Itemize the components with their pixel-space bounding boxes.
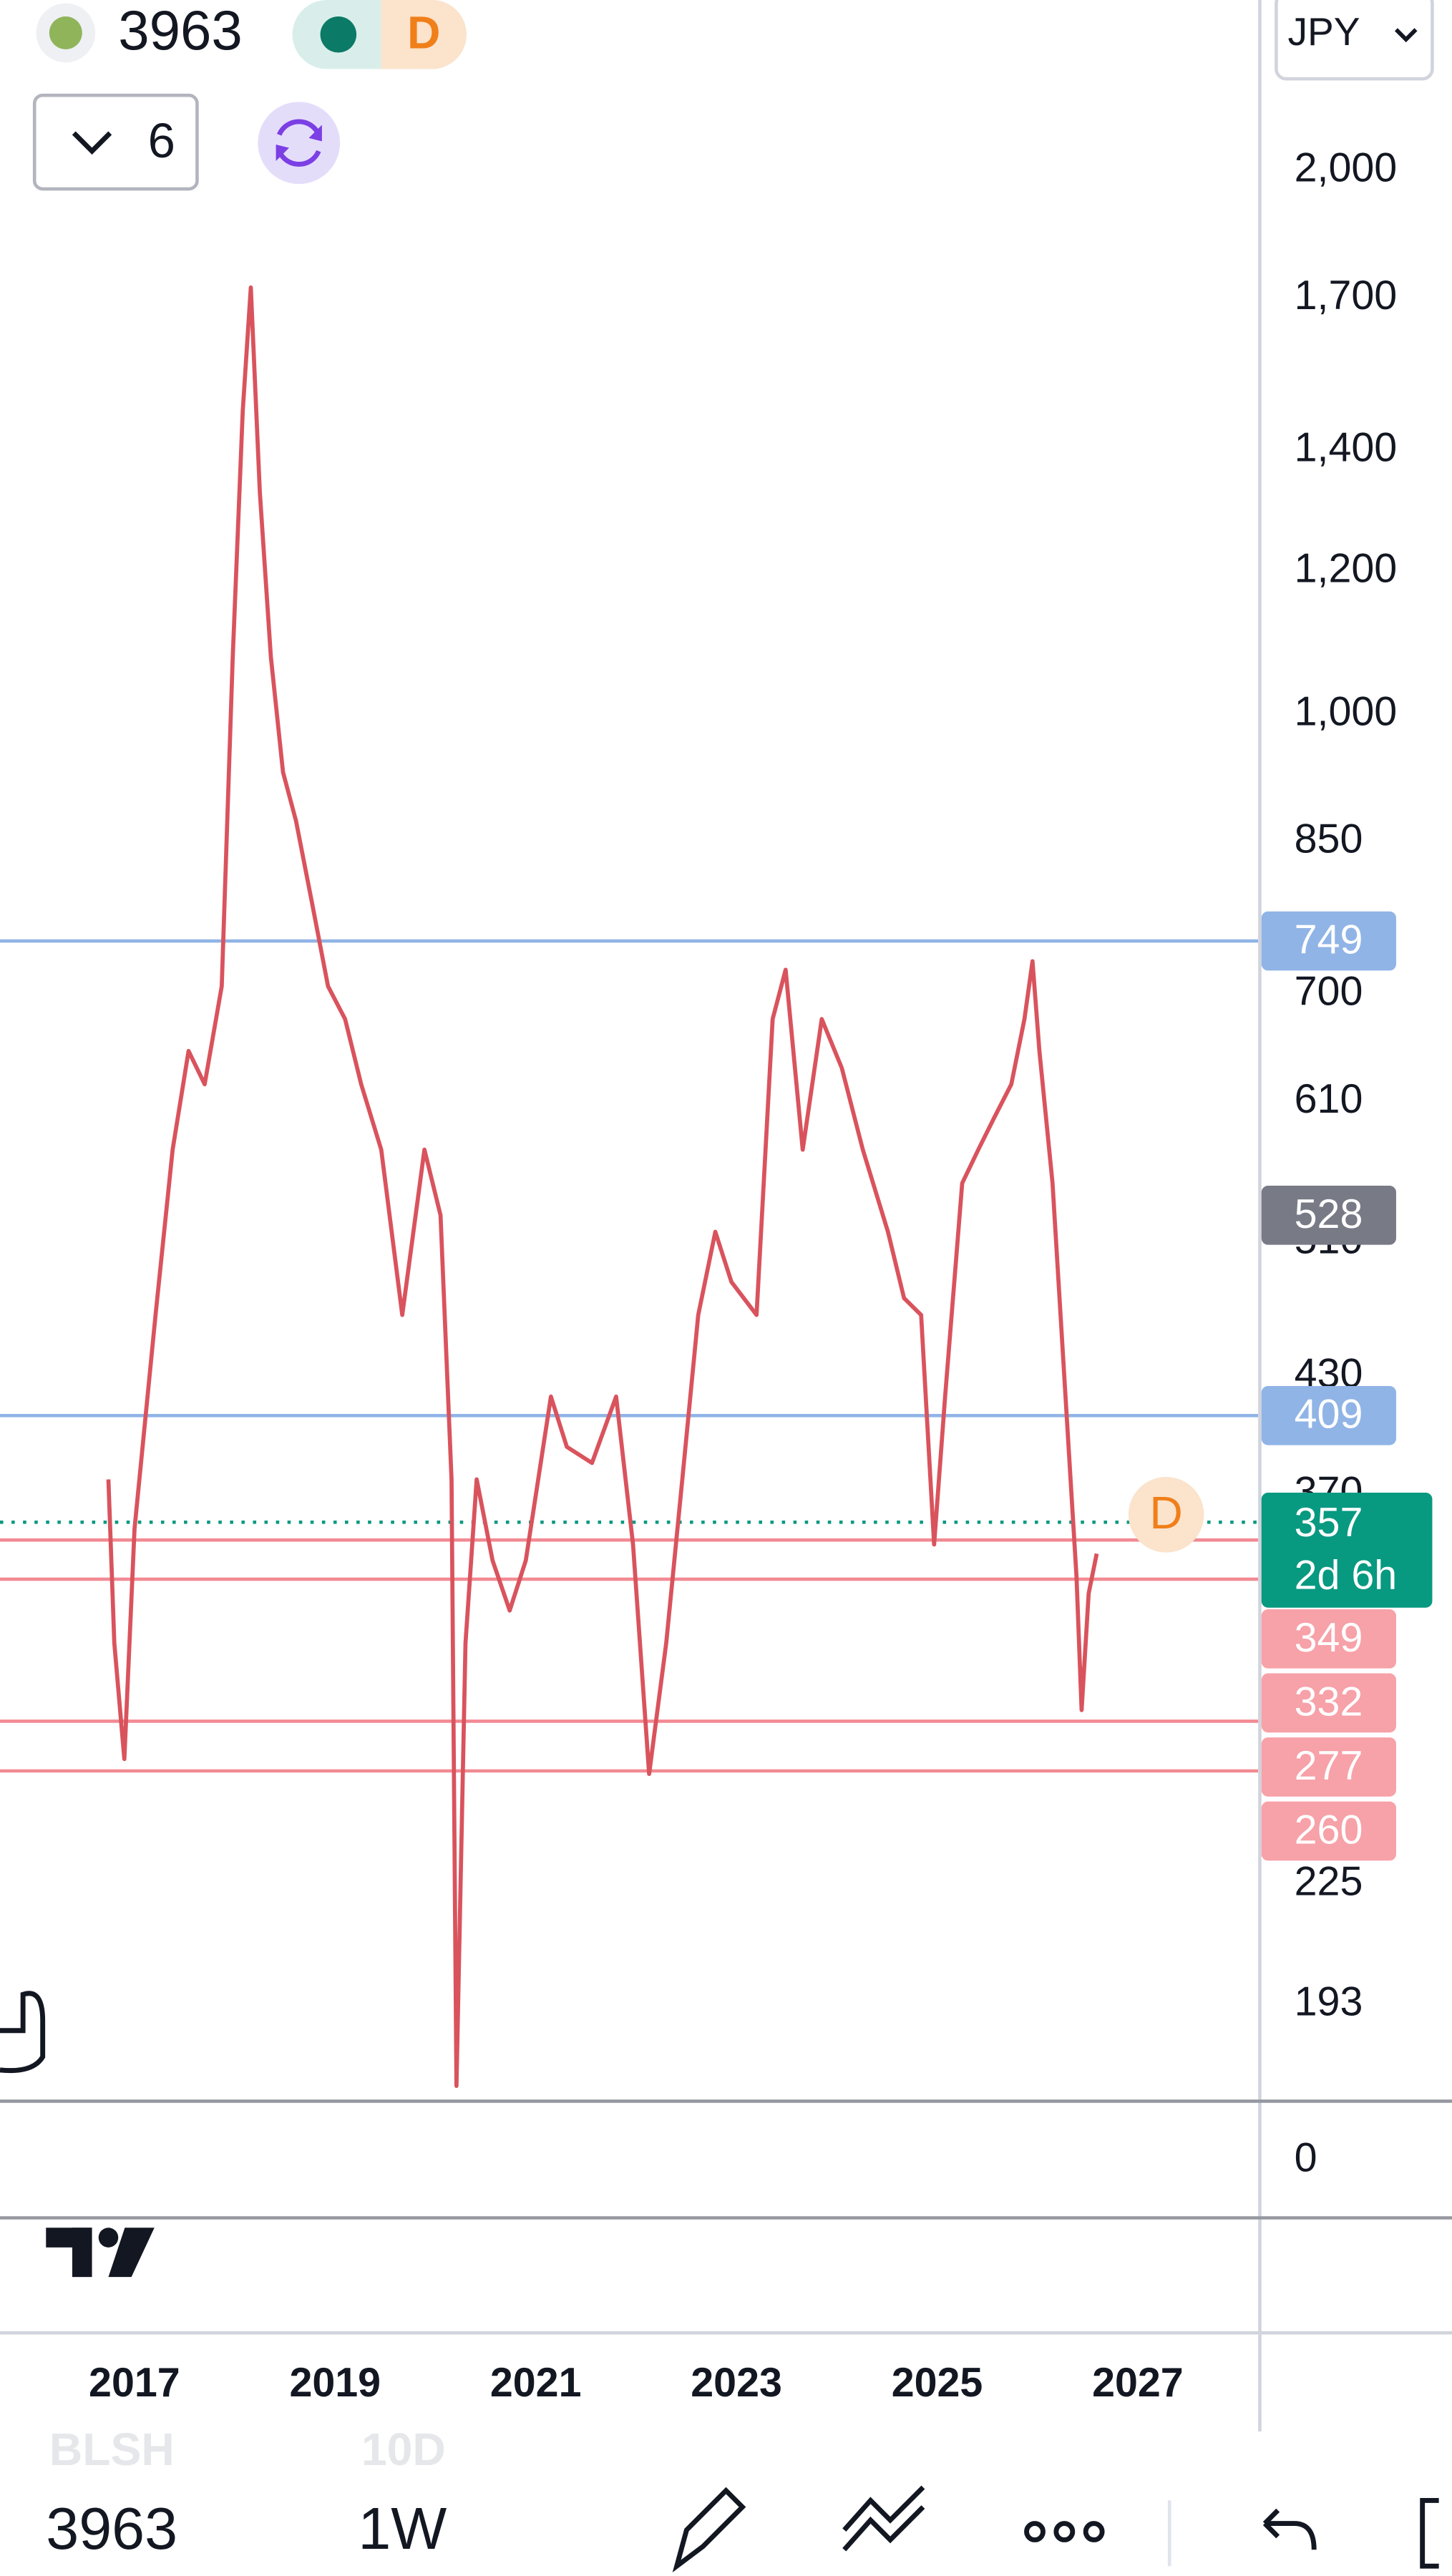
ma-tag [1261,1186,1396,1245]
more-dot[interactable] [1024,2521,1046,2542]
footer-symbol[interactable]: 3963 [46,2495,177,2562]
market-status-dot [320,16,357,53]
currency-select[interactable] [1275,0,1434,81]
indicator-count: 6 [148,113,175,168]
ma-tag-label: 528 [1295,1191,1363,1237]
badge-bg [381,0,414,69]
sync-arrow [308,125,322,142]
countdown-label: 2d 6h [1295,1553,1398,1599]
x-tick-label: 2021 [490,2360,582,2406]
chevron [72,131,112,155]
x-tick-label: 2023 [691,2360,782,2406]
volume-tick-label: 0 [1295,2135,1317,2180]
current-price-tag [1261,1492,1433,1608]
y-tick-label: 1,000 [1295,688,1398,734]
more-dot[interactable] [1053,2521,1076,2542]
y-tick-label: 193 [1295,1979,1363,2025]
dividend-marker-label: D [1149,1487,1182,1538]
level-tag-label: 409 [1295,1392,1363,1438]
level-tag [1261,1673,1396,1733]
level-tag-label: 277 [1295,1743,1363,1789]
sync-icon [277,119,321,167]
level-tag [1261,911,1396,971]
x-tick-label: 2025 [892,2360,983,2406]
dividend-marker[interactable] [1128,1477,1204,1553]
footer-interval[interactable]: 1W [358,2495,447,2562]
y-tick-label: 850 [1295,816,1363,862]
x-tick-label: 2027 [1092,2360,1184,2406]
current-price-label: 357 [1295,1500,1363,1546]
y-tick-label: 1,400 [1295,425,1398,471]
draw-tool[interactable] [672,2487,746,2573]
ghost-interval: 10D [361,2424,446,2475]
sync-arrow [276,145,289,161]
level-tag [1261,1801,1396,1861]
y-tick-label: 1,200 [1295,546,1398,592]
level-tag [1261,1385,1396,1445]
level-tag [1261,1737,1396,1797]
dividend-badge: D [407,6,440,58]
toolbar [672,2485,1439,2573]
tool-icon[interactable] [0,1991,46,2073]
level-tag [1261,1609,1396,1669]
level-tag-label: 260 [1295,1807,1363,1853]
ghost-symbol: BLSH [49,2424,175,2475]
indicator-toggle[interactable] [32,93,199,191]
x-tick-label: 2019 [289,2360,381,2406]
sync-button[interactable] [258,102,341,185]
undo[interactable] [1262,2508,1317,2550]
y-tick-label: 225 [1295,1859,1363,1905]
price-line [106,285,1099,2088]
level-tag-label: 332 [1295,1679,1363,1724]
fullscreen[interactable] [1420,2497,1439,2569]
currency: JPY [1287,9,1360,54]
y-tick-label: 700 [1295,968,1363,1014]
x-tick-label: 2017 [89,2360,180,2406]
symbol[interactable]: 3963 [118,0,243,62]
level-tag-label: 749 [1295,917,1363,963]
chevron [1394,28,1418,43]
level-tag-label: 349 [1295,1615,1363,1661]
tradingview-logo [46,2228,155,2278]
symbol-logo-inner [49,16,82,49]
more-dot[interactable] [1083,2521,1105,2542]
price-axis: 2,0001,7001,4001,2001,000850700610510430… [1261,145,1433,2180]
plot-area [0,285,1259,2088]
line-tool[interactable] [842,2485,925,2552]
y-tick-label: 2,000 [1295,145,1398,191]
y-tick-label: 1,700 [1295,273,1398,318]
y-tick-label: 610 [1295,1076,1363,1122]
